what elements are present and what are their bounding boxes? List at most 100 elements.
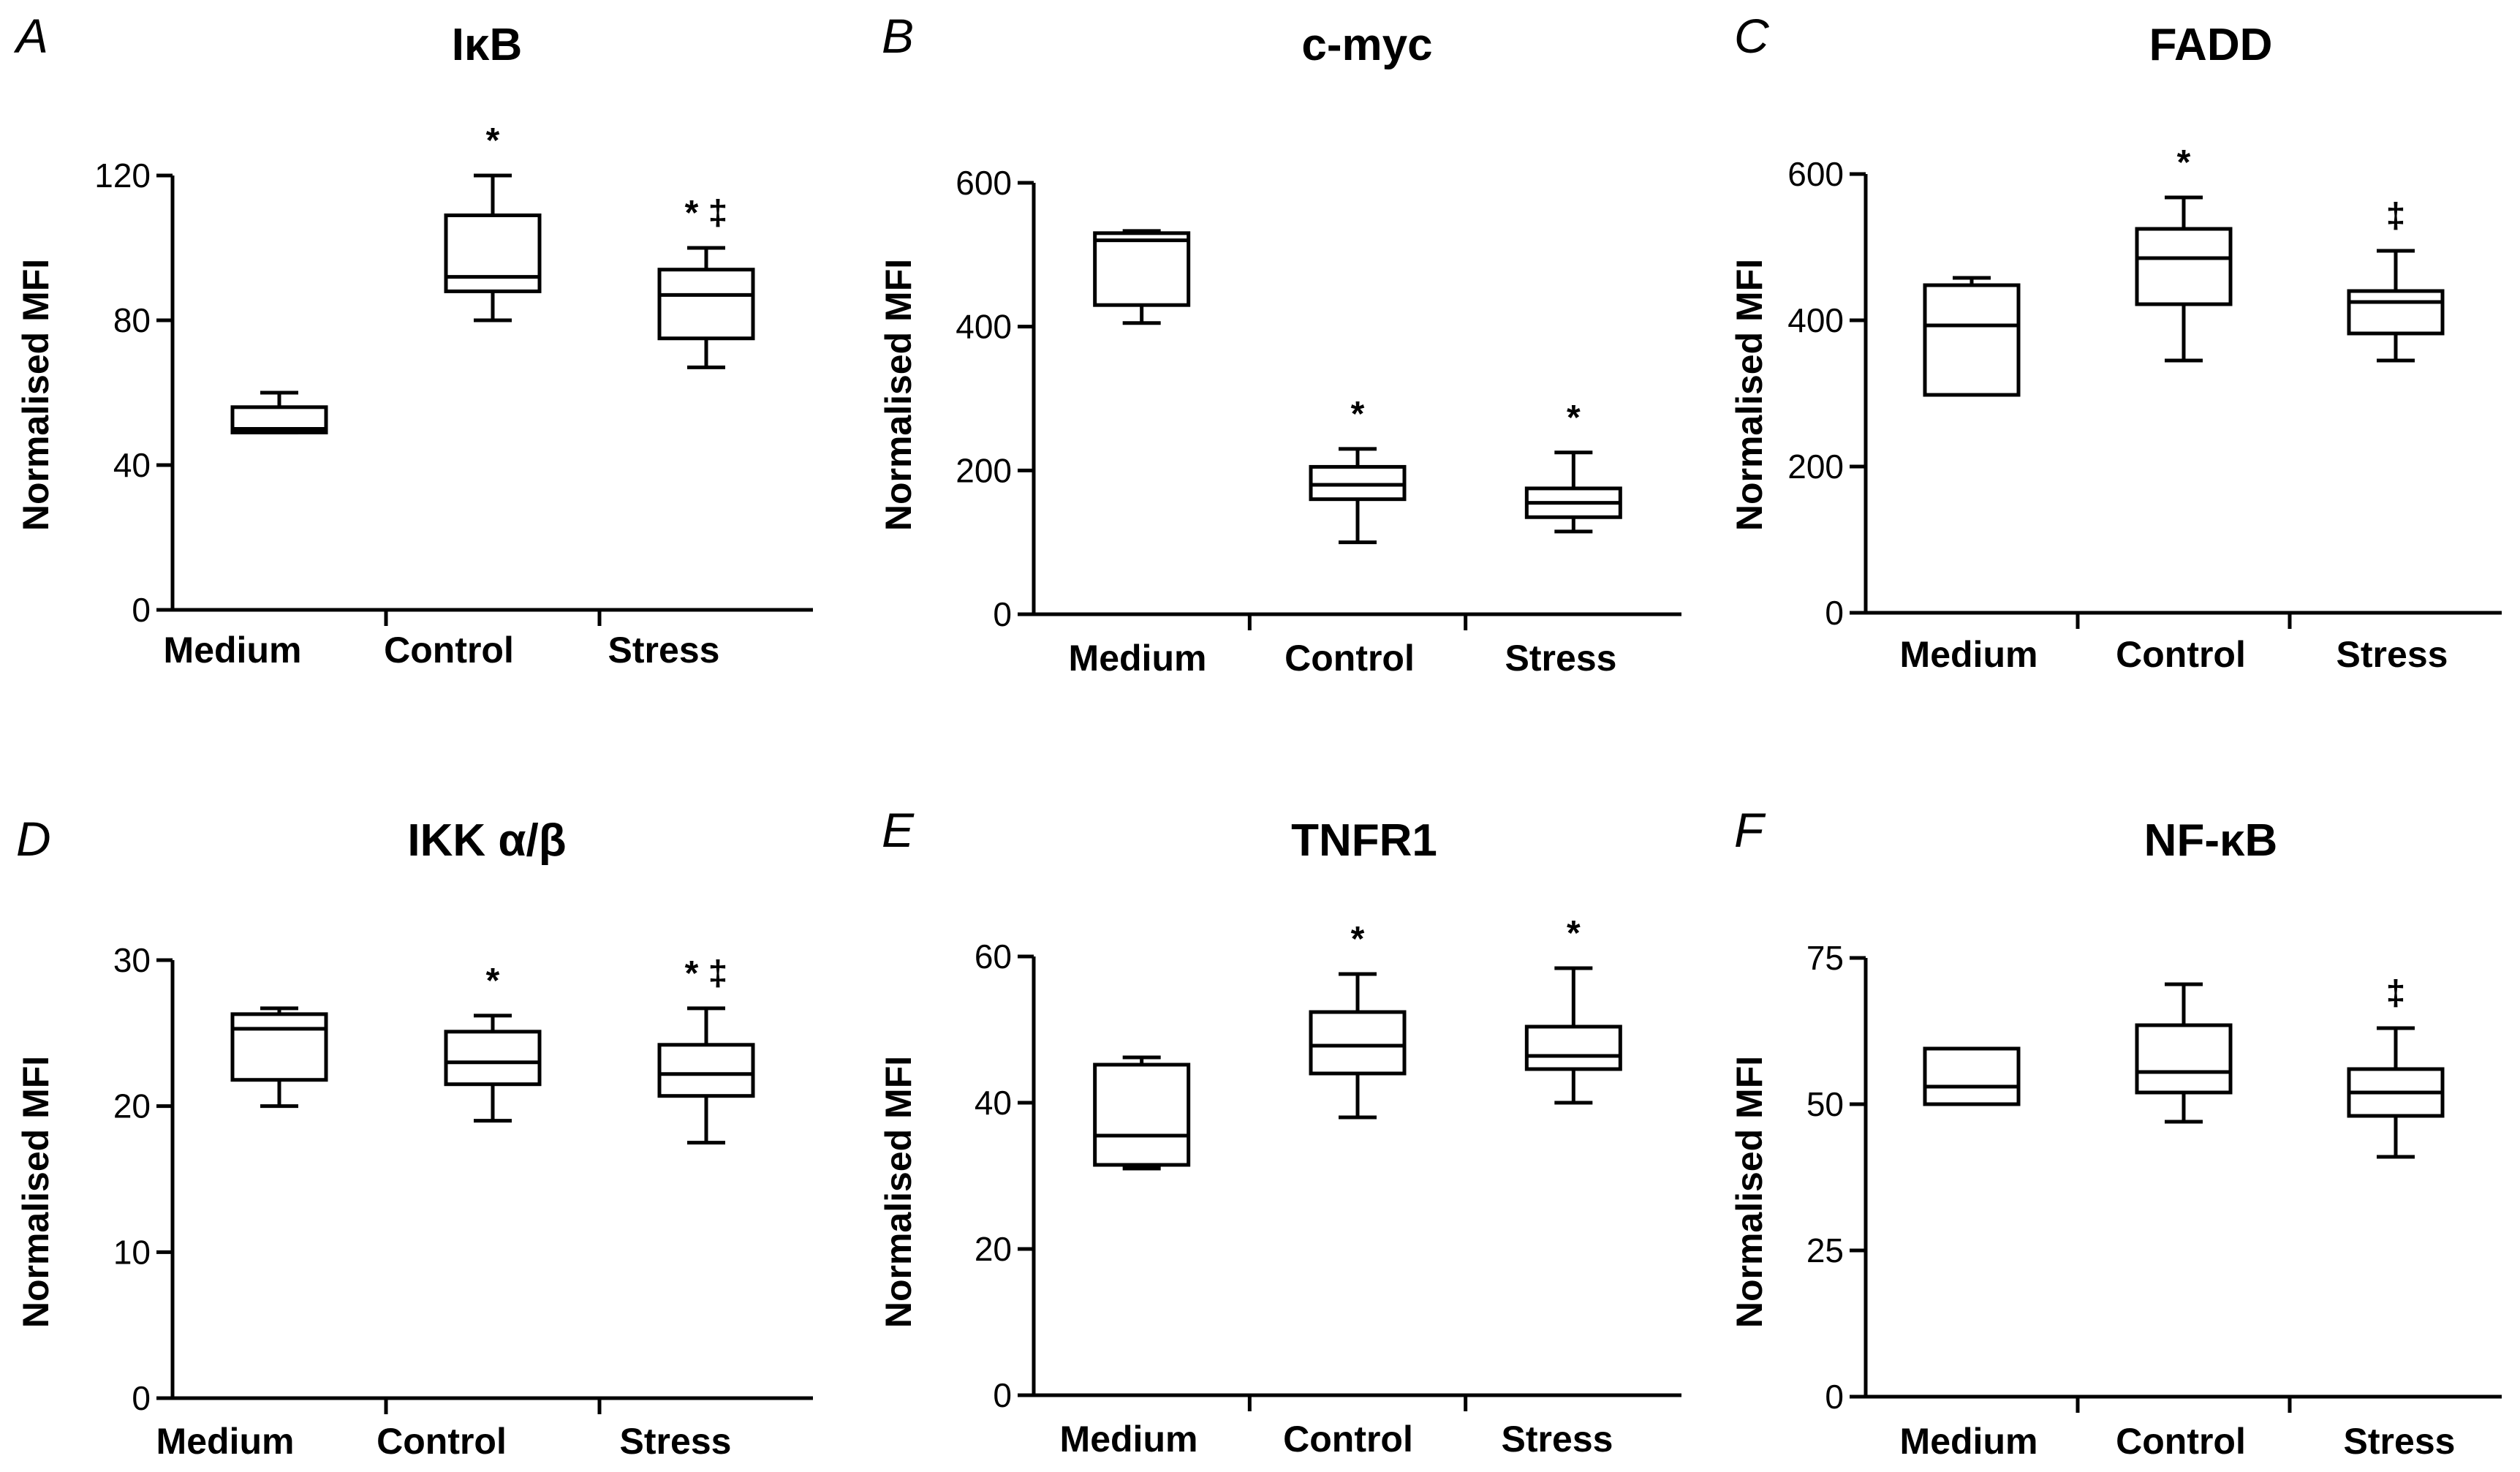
x-tick-label: Control [1284,638,1415,679]
x-tick-label: Medium [1069,638,1207,679]
panel-letter: F [1734,803,1766,857]
box-control: * [444,962,542,1123]
x-tick-label: Medium [1900,634,2038,675]
y-tick-label: 20 [113,1087,151,1125]
x-tick-label: Stress [620,1421,732,1462]
x-tick-label: Medium [164,630,302,671]
iqr-box [2347,289,2445,336]
x-tick-label: Medium [1060,1419,1198,1460]
significance-marker: ‡ [2386,974,2406,1013]
panel-letter: C [1734,9,1770,63]
x-tick-label: Control [2116,1421,2246,1462]
y-tick-label: 600 [1787,155,1844,193]
box-control [2135,982,2233,1124]
x-tick-label: Stress [1502,1419,1613,1460]
y-tick-label: 0 [993,1376,1012,1414]
iqr-box [230,405,328,434]
iqr-box [657,268,755,341]
y-axis-label: Normalised MFI [878,259,919,531]
iqr-box [2135,227,2233,306]
x-tick-label: Stress [1505,638,1617,679]
box-control: * [444,121,542,322]
y-tick-label: 0 [993,595,1012,633]
y-axis-label: Normalised MFI [1729,259,1770,531]
box-stress: ‡ [2347,974,2445,1159]
significance-marker: * [2177,143,2191,182]
y-tick-label: 400 [956,308,1012,346]
box-control: * [1309,920,1407,1120]
significance-marker: * [1351,920,1365,959]
x-tick-label: Stress [608,630,720,671]
significance-marker: ‡ [2386,197,2406,235]
significance-marker: * [486,962,500,1000]
y-tick-label: 0 [1825,1378,1844,1416]
box-stress: * [1524,399,1622,534]
x-tick-label: Control [2116,634,2246,675]
iqr-box [1093,1063,1191,1167]
panel-letter: A [13,9,48,63]
y-tick-label: 200 [1787,448,1844,486]
iqr-box [230,1012,328,1082]
box-stress: * ‡ [657,954,755,1145]
y-tick-label: 400 [1787,301,1844,339]
panel-e: E TNFR1 Normalised MFI 0 20 40 60 Medium Control… [878,803,1681,1460]
y-axis-label: Normalised MFI [15,1056,56,1328]
x-tick-label: Control [377,1421,507,1462]
box-medium [1093,229,1191,325]
box-stress: * ‡ [657,194,755,369]
box-stress: ‡ [2347,197,2445,363]
iqr-box [1923,1046,2021,1106]
panel-c: C FADD Normalised MFI 0 200 400 600 Medium Contr… [1729,9,2502,675]
y-tick-label: 10 [113,1233,151,1271]
significance-marker: * [1567,399,1581,437]
y-tick-label: 30 [113,941,151,979]
iqr-box [657,1043,755,1098]
iqr-box [2135,1023,2233,1095]
x-tick-label: Stress [2337,634,2448,675]
iqr-box [1309,1010,1407,1076]
y-tick-label: 40 [113,446,151,484]
y-tick-label: 40 [975,1084,1012,1122]
y-tick-label: 0 [132,591,151,629]
box-medium [1923,1046,2021,1106]
panel-title: FADD [2149,20,2273,70]
box-medium [230,390,328,434]
y-tick-label: 120 [94,156,151,195]
y-axis-label: Normalised MFI [15,259,56,531]
significance-marker: * ‡ [685,954,728,993]
panel-d: D IKK α/β Normalised MFI 0 10 20 30 Medium Contr… [15,812,813,1462]
y-tick-label: 0 [132,1379,151,1417]
panel-title: c-myc [1301,20,1432,70]
x-tick-label: Control [1283,1419,1413,1460]
panel-letter: E [882,803,915,857]
x-tick-label: Control [384,630,514,671]
y-axis-label: Normalised MFI [1729,1056,1770,1328]
y-tick-label: 80 [113,301,151,339]
y-tick-label: 50 [1806,1085,1844,1123]
box-control: * [2135,143,2233,363]
y-tick-label: 200 [956,451,1012,489]
panel-title: NF-κB [2144,815,2278,866]
box-stress: * [1524,914,1622,1105]
panel-title: TNFR1 [1291,815,1437,866]
x-tick-label: Stress [2344,1421,2456,1462]
y-tick-label: 25 [1806,1231,1844,1269]
box-medium [1923,276,2021,397]
y-tick-label: 75 [1806,939,1844,977]
box-medium [230,1006,328,1109]
significance-marker: * [1567,914,1581,953]
panel-title: IKK α/β [407,815,566,866]
iqr-box [1923,283,2021,397]
y-tick-label: 0 [1825,594,1844,632]
iqr-box [1093,231,1191,307]
panel-letter: D [16,812,51,866]
y-axis-label: Normalised MFI [878,1056,919,1328]
iqr-box [1524,1024,1622,1071]
significance-marker: * [1351,395,1365,434]
panel-letter: B [882,9,914,63]
box-medium [1093,1055,1191,1171]
y-tick-label: 600 [956,164,1012,202]
y-tick-label: 20 [975,1230,1012,1268]
